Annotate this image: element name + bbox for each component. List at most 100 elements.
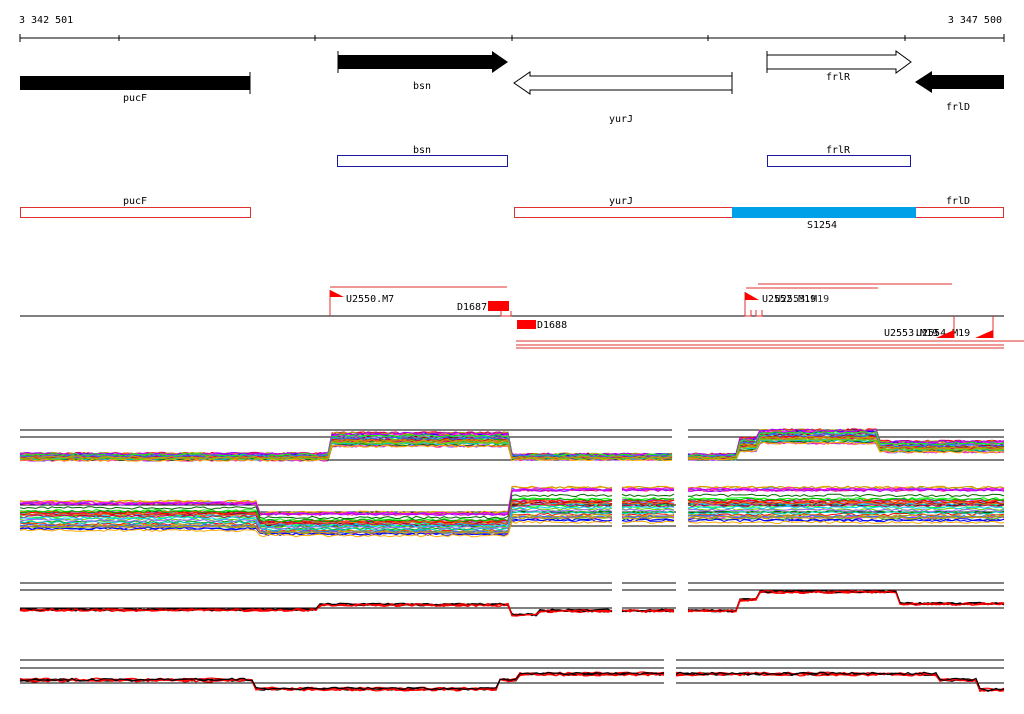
- gene-track: pucF bsn yurJ frlR frlD: [20, 50, 1004, 125]
- gene-pucF[interactable]: pucF: [20, 72, 251, 104]
- profile-line: [687, 438, 1005, 460]
- gene-frlD[interactable]: frlD: [915, 71, 1004, 113]
- profile-line: [687, 590, 1005, 613]
- shift-label: U2552.M19: [762, 294, 816, 305]
- profile-line: [621, 507, 675, 511]
- sense-transcript-frlR[interactable]: frlR: [767, 145, 911, 167]
- profile-line: [687, 441, 1005, 461]
- antisense-transcript-track: pucF yurJ frlD S1254: [20, 196, 1004, 231]
- gene-frlR[interactable]: frlR: [766, 50, 912, 83]
- upshift-U2552-M19[interactable]: U2552.M19 U2553.M19: [744, 283, 952, 317]
- profile-line: [687, 507, 1005, 511]
- transcript-label: S1254: [807, 220, 837, 231]
- sense-transcript-track: bsn frlR: [337, 145, 911, 167]
- profile-line: [687, 503, 1005, 508]
- profile-line: [621, 609, 674, 613]
- profile-line: [19, 488, 613, 517]
- coordinate-ruler: 3 342 501 3 347 500: [19, 15, 1005, 42]
- downshift-D1688[interactable]: D1688: [516, 320, 1024, 349]
- profile-line: [621, 493, 675, 498]
- shift-label: U2553.M19: [884, 328, 938, 339]
- ruler-start-label: 3 342 501: [19, 15, 73, 26]
- gene-yurJ[interactable]: yurJ: [513, 71, 733, 125]
- profile-line: [687, 505, 1005, 510]
- profile-panel-2: [19, 485, 1005, 538]
- shift-label: U2550.M7: [346, 294, 394, 305]
- profile-line: [621, 520, 675, 524]
- profile-line: [687, 488, 1005, 493]
- transcript-label: frlD: [946, 196, 970, 207]
- shift-label: D1687: [457, 302, 487, 313]
- ruler-end-label: 3 347 500: [948, 15, 1002, 26]
- profile-line: [19, 485, 613, 515]
- gene-label: frlD: [946, 102, 970, 113]
- profile-line: [19, 507, 613, 529]
- profile-line: [19, 603, 613, 617]
- downshift-D1687[interactable]: D1687: [457, 301, 512, 317]
- profile-line: [687, 520, 1005, 525]
- profile-line: [621, 501, 675, 505]
- profile-line: [19, 508, 613, 530]
- profile-line: [687, 515, 1005, 520]
- shift-label: U2554.M19: [916, 328, 970, 339]
- profile-line: [19, 671, 665, 691]
- profile-line: [19, 505, 613, 528]
- transcript-label: pucF: [123, 196, 147, 207]
- profile-line: [687, 508, 1005, 513]
- profile-line: [19, 520, 613, 538]
- profile-line: [675, 672, 1005, 693]
- gene-label: bsn: [413, 81, 431, 92]
- gene-label: pucF: [123, 93, 147, 104]
- profile-line: [19, 515, 613, 535]
- profile-line: [687, 589, 1005, 613]
- profile-line: [687, 440, 1005, 461]
- antisense-transcript-pucF[interactable]: pucF: [20, 196, 251, 218]
- profile-line: [621, 512, 675, 517]
- transcript-label: frlR: [826, 145, 851, 156]
- upshift-U2554-M19[interactable]: U2553.M19 U2554.M19: [884, 316, 994, 339]
- profile-panel-3: [19, 582, 1005, 617]
- profile-line: [621, 487, 675, 491]
- profile-line: [621, 511, 675, 515]
- profile-line: [687, 590, 1005, 614]
- profile-line: [687, 435, 1005, 460]
- profile-line: [19, 503, 613, 527]
- profile-line: [687, 431, 1005, 458]
- profile-line: [687, 589, 1005, 613]
- profile-line: [622, 497, 675, 502]
- profile-line: [687, 518, 1005, 523]
- profile-line: [19, 431, 673, 456]
- profile-line: [19, 438, 673, 460]
- profile-line: [621, 518, 675, 522]
- shift-label: D1688: [537, 320, 567, 331]
- profile-line: [621, 515, 675, 520]
- gene-bsn[interactable]: bsn: [337, 51, 508, 92]
- profile-line: [688, 493, 1005, 498]
- upshift-U2550-M7[interactable]: U2550.M7: [329, 286, 507, 316]
- profile-panel-1: [19, 428, 1005, 462]
- profile-line: [19, 434, 673, 458]
- gene-label: frlR: [826, 72, 851, 83]
- profile-line: [19, 441, 673, 461]
- profile-line: [621, 508, 675, 512]
- profile-line: [621, 488, 675, 492]
- profile-line: [688, 428, 1005, 457]
- profile-line: [687, 433, 1005, 458]
- antisense-transcript-S1254[interactable]: S1254: [732, 207, 916, 231]
- profile-line: [621, 505, 675, 509]
- transcript-label: yurJ: [609, 196, 633, 207]
- profile-line: [675, 672, 1005, 692]
- expression-profiles: [19, 428, 1005, 693]
- profile-line: [687, 512, 1005, 517]
- profile-line: [675, 672, 1005, 693]
- profile-line: [19, 511, 613, 531]
- profile-line: [687, 497, 1005, 501]
- profile-line: [621, 514, 675, 519]
- shift-label: U2553.M19: [775, 294, 829, 305]
- profile-line: [621, 503, 675, 508]
- sense-transcript-bsn[interactable]: bsn: [337, 145, 508, 167]
- profile-line: [687, 501, 1005, 506]
- profile-line: [621, 518, 675, 523]
